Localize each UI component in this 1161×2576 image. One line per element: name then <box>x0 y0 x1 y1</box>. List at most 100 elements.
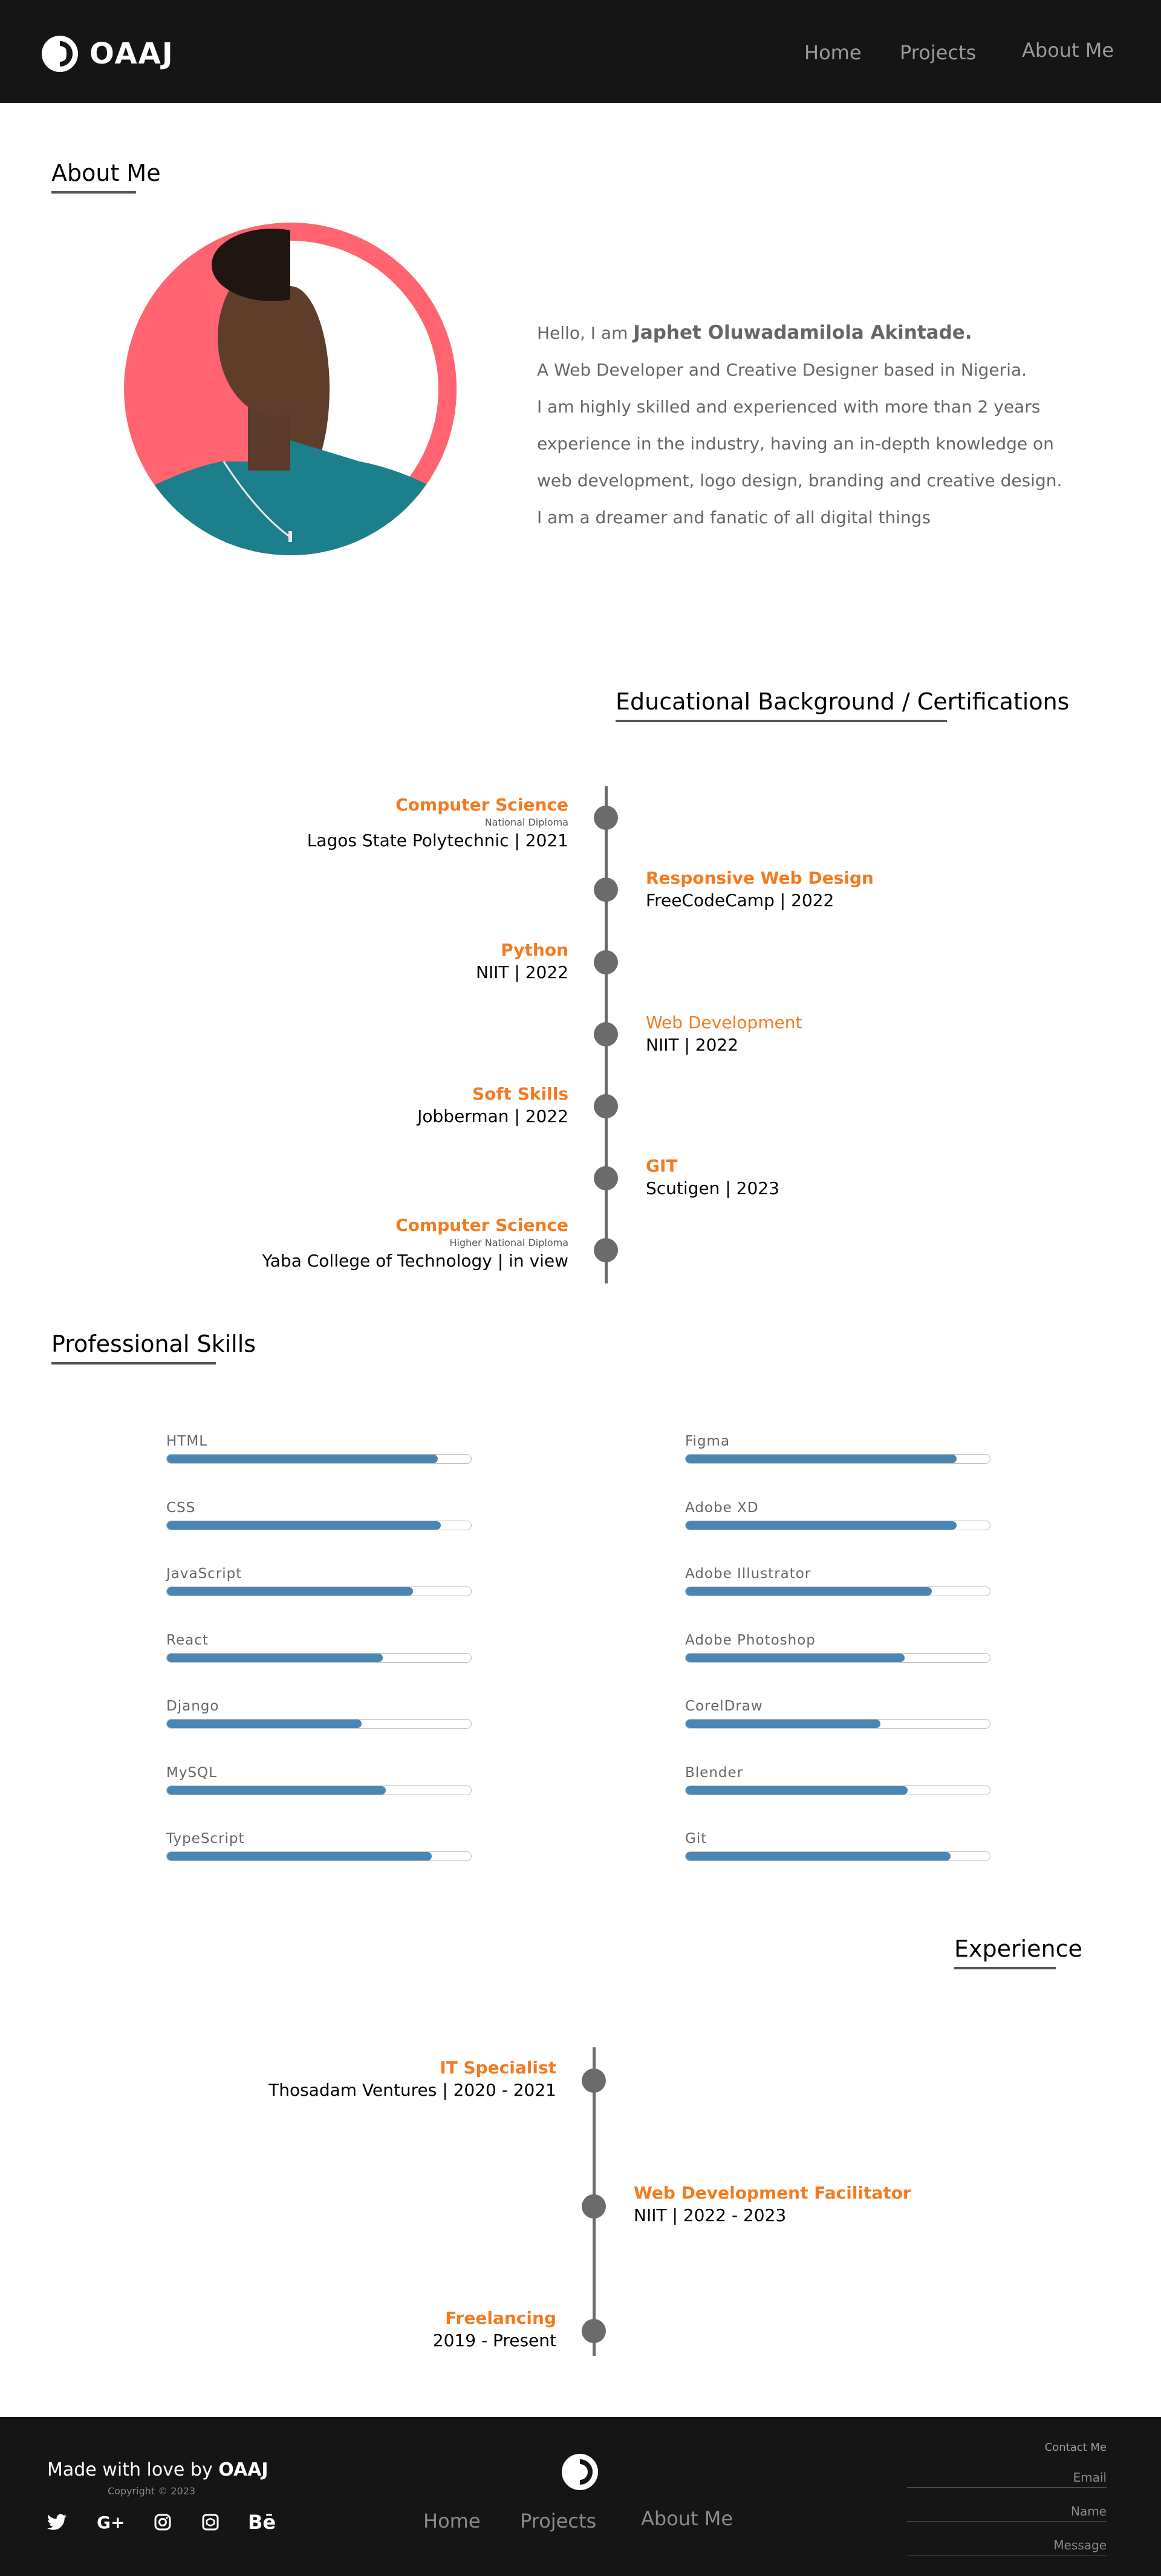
codepen-icon[interactable] <box>202 2514 219 2535</box>
skill-name: Blender <box>685 1765 744 1781</box>
education-title: Computer Science <box>395 795 568 815</box>
education-title: Python <box>501 940 568 960</box>
skill-item: Figma <box>685 1433 990 1464</box>
experience-heading: Experience <box>954 1935 1082 1962</box>
timeline-dot <box>582 2319 606 2343</box>
experience-item: IT Specialist Thosadam Ventures | 2020 -… <box>194 2057 556 2102</box>
education-meta: Scutigen | 2023 <box>646 1178 779 1198</box>
experience-title: Freelancing <box>445 2308 556 2328</box>
skill-progress-fill <box>167 1852 432 1860</box>
skill-progress-fill <box>686 1786 908 1795</box>
skill-progress-fill <box>167 1587 414 1596</box>
skill-progress-fill <box>167 1654 383 1662</box>
timeline-dot <box>594 1166 618 1190</box>
twitter-icon[interactable] <box>47 2514 67 2535</box>
footer-nav-projects[interactable]: Projects <box>520 2509 597 2532</box>
about-line: web development, logo design, branding a… <box>537 471 1062 491</box>
skill-progress-track <box>685 1586 990 1596</box>
skill-item: CSS <box>166 1500 472 1530</box>
skill-name: Django <box>166 1698 220 1714</box>
contact-email-field[interactable]: Email <box>907 2470 1107 2488</box>
skill-name: Git <box>685 1831 707 1847</box>
footer-copyright: Copyright © 2023 <box>108 2485 196 2497</box>
skill-progress-track <box>166 1851 472 1861</box>
skill-progress-track <box>166 1586 472 1596</box>
about-line: experience in the industry, having an in… <box>537 434 1054 454</box>
skill-progress-track <box>166 1719 472 1729</box>
timeline-dot <box>582 2194 606 2219</box>
education-title: GIT <box>646 1156 678 1176</box>
skill-progress-track <box>685 1653 990 1663</box>
education-title: Responsive Web Design <box>646 868 874 888</box>
about-line: I am highly skilled and experienced with… <box>537 397 1041 417</box>
google-plus-icon[interactable]: G+ <box>97 2512 125 2532</box>
about-line: A Web Developer and Creative Designer ba… <box>537 360 1027 380</box>
footer-nav-home[interactable]: Home <box>423 2509 481 2532</box>
footer-nav-about[interactable]: About Me <box>641 2507 733 2530</box>
skill-progress-fill <box>686 1455 957 1463</box>
contact-name-field[interactable]: Name <box>907 2504 1107 2522</box>
skill-item: Blender <box>685 1765 990 1795</box>
behance-icon[interactable]: Bē <box>248 2511 276 2534</box>
brand-name: OAAJ <box>89 37 174 71</box>
skill-item: Django <box>166 1698 472 1729</box>
experience-item: Web Development Facilitator NIIT | 2022 … <box>634 2182 997 2227</box>
about-text: Hello, I am Japhet Oluwadamilola Akintad… <box>537 315 1105 536</box>
skill-progress-track <box>685 1719 990 1729</box>
skill-progress-track <box>166 1653 472 1663</box>
experience-title: Web Development Facilitator <box>634 2183 911 2203</box>
skill-progress-fill <box>686 1720 880 1728</box>
about-name: Japhet Oluwadamilola Akintade. <box>633 322 972 344</box>
education-meta: Yaba College of Technology | in view <box>262 1251 568 1271</box>
timeline-dot <box>594 1022 618 1046</box>
education-item: GIT Scutigen | 2023 <box>646 1155 1009 1200</box>
skill-progress-fill <box>167 1786 386 1795</box>
skill-name: CorelDraw <box>685 1698 763 1714</box>
footer-logo-icon[interactable] <box>561 2453 599 2491</box>
experience-heading-underline <box>954 1967 1056 1969</box>
footer-made-with-love: Made with love by OAAJ <box>47 2459 268 2480</box>
skill-item: React <box>166 1632 472 1663</box>
education-item: Responsive Web Design FreeCodeCamp | 202… <box>646 867 1009 912</box>
timeline-dot <box>582 2069 606 2093</box>
contact-message-field[interactable]: Message <box>907 2538 1107 2555</box>
education-meta: Lagos State Polytechnic | 2021 <box>307 830 568 850</box>
skill-progress-track <box>685 1785 990 1795</box>
footer-brand: OAAJ <box>218 2459 268 2480</box>
skill-name: JavaScript <box>166 1566 242 1582</box>
skill-name: Adobe Photoshop <box>685 1632 816 1648</box>
education-title: Soft Skills <box>472 1084 568 1104</box>
skill-item: Adobe XD <box>685 1500 990 1530</box>
skill-item: CorelDraw <box>685 1698 990 1729</box>
timeline-dot <box>594 878 618 902</box>
site-logo[interactable]: OAAJ <box>41 35 174 73</box>
education-item: Computer Science Higher National Diploma… <box>145 1215 568 1273</box>
skill-name: Adobe Illustrator <box>685 1566 811 1582</box>
nav-about[interactable]: About Me <box>1022 39 1114 62</box>
skill-item: Adobe Photoshop <box>685 1632 990 1663</box>
skill-name: React <box>166 1632 209 1648</box>
skills-heading-underline <box>51 1362 216 1365</box>
contact-title: Contact Me <box>1044 2441 1107 2454</box>
logo-icon <box>42 36 78 72</box>
education-item: Soft Skills Jobberman | 2022 <box>206 1083 568 1128</box>
education-heading: Educational Background / Certifications <box>616 688 1070 715</box>
about-heading: About Me <box>51 160 161 186</box>
skill-progress-track <box>166 1454 472 1464</box>
nav-projects[interactable]: Projects <box>900 41 977 64</box>
nav-home[interactable]: Home <box>804 41 862 64</box>
skill-item: Adobe Illustrator <box>685 1566 990 1596</box>
skill-progress-fill <box>167 1720 362 1728</box>
instagram-icon[interactable] <box>154 2514 171 2535</box>
skills-heading: Professional Skills <box>51 1331 256 1357</box>
timeline-dot <box>594 1094 618 1118</box>
skill-item: MySQL <box>166 1765 472 1795</box>
experience-meta: NIIT | 2022 - 2023 <box>634 2205 787 2225</box>
skill-item: JavaScript <box>166 1566 472 1596</box>
skill-progress-track <box>685 1851 990 1861</box>
about-intro: Hello, I am Japhet Oluwadamilola Akintad… <box>537 315 1105 351</box>
skill-name: Figma <box>685 1433 730 1449</box>
skill-item: HTML <box>166 1433 472 1464</box>
education-subtitle: National Diploma <box>484 817 568 828</box>
site-footer: Made with love by OAAJ Copyright © 2023 … <box>0 2417 1161 2576</box>
